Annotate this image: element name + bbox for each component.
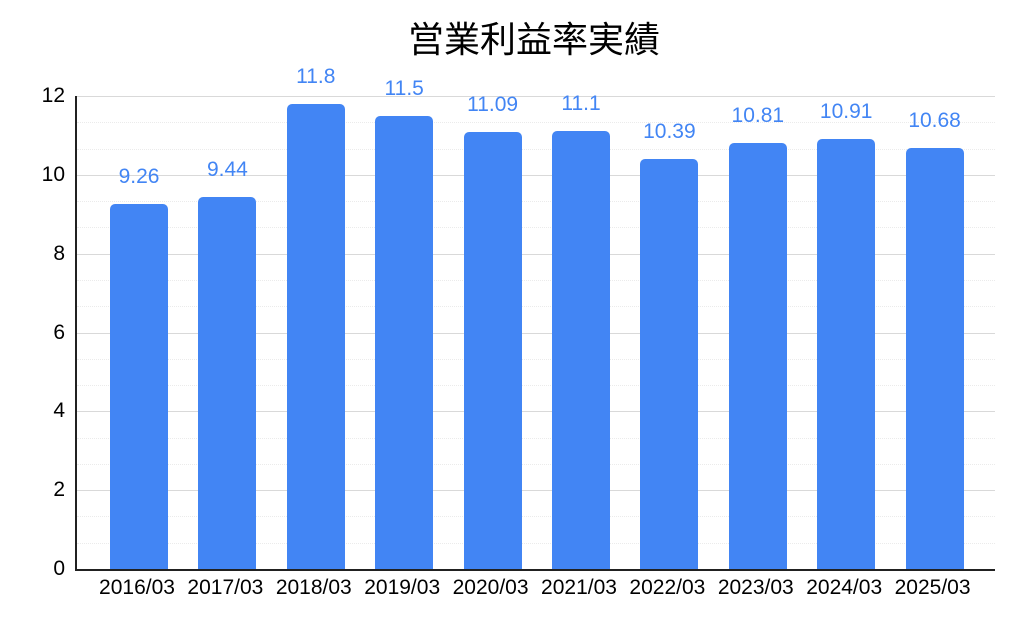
bar-value-label: 9.26 bbox=[118, 165, 160, 188]
y-axis-tick-label: 0 bbox=[53, 557, 65, 580]
x-axis-tick-label: 2018/03 bbox=[275, 576, 352, 599]
x-axis-tick-label: 2016/03 bbox=[99, 576, 175, 599]
minor-gridline bbox=[77, 463, 995, 465]
bar-2021-03 bbox=[552, 131, 610, 569]
major-gridline bbox=[77, 174, 995, 176]
bar-2020-03 bbox=[463, 131, 522, 569]
bar-value-label: 11.5 bbox=[384, 76, 424, 100]
minor-gridline bbox=[77, 516, 995, 518]
bar-2018-03 bbox=[286, 103, 345, 569]
minor-gridline bbox=[77, 122, 995, 124]
x-axis-tick-label: 2017/03 bbox=[187, 576, 264, 599]
bar-2023-03 bbox=[728, 142, 787, 569]
y-axis-tick-label: 12 bbox=[41, 84, 65, 107]
x-axis-tick-label: 2019/03 bbox=[364, 576, 441, 599]
bar-value-label: 9.44 bbox=[206, 157, 248, 181]
minor-gridline bbox=[77, 306, 995, 308]
x-axis-tick-label: 2020/03 bbox=[452, 576, 529, 599]
x-axis-tick-label: 2021/03 bbox=[541, 576, 617, 599]
bar-2016-03 bbox=[110, 204, 168, 569]
y-axis-tick-label: 2 bbox=[53, 478, 65, 502]
major-gridline bbox=[77, 411, 995, 413]
bar-value-label: 11.8 bbox=[296, 64, 336, 88]
major-gridline bbox=[77, 490, 995, 492]
minor-gridline bbox=[77, 148, 995, 150]
x-axis-tick-label: 2025/03 bbox=[894, 576, 971, 599]
x-axis-tick-label: 2024/03 bbox=[806, 576, 883, 599]
bar-value-label: 10.81 bbox=[731, 103, 785, 127]
minor-gridline bbox=[77, 201, 995, 203]
minor-gridline bbox=[77, 542, 995, 544]
x-axis-tick-label: 2023/03 bbox=[717, 576, 794, 599]
minor-gridline bbox=[77, 279, 995, 281]
major-gridline bbox=[77, 332, 995, 334]
major-gridline bbox=[77, 253, 995, 255]
bar-value-label: 10.91 bbox=[819, 99, 873, 123]
bar-value-label: 10.39 bbox=[643, 120, 696, 144]
y-axis-tick-label: 10 bbox=[41, 162, 65, 186]
bar-2025-03 bbox=[905, 148, 964, 569]
minor-gridline bbox=[77, 437, 995, 439]
plot-area: 9.26 9.44 11.8 11.5 11.09 11.1 10.39 10.81 10.91… bbox=[75, 65, 995, 571]
bar-2017-03 bbox=[198, 196, 257, 569]
minor-gridline bbox=[77, 358, 995, 360]
bar-value-label: 10.68 bbox=[908, 109, 961, 133]
minor-gridline bbox=[77, 385, 995, 387]
chart-title: 営業利益率実績 bbox=[407, 19, 660, 60]
bar-2022-03 bbox=[640, 159, 699, 569]
bar-2019-03 bbox=[375, 115, 434, 569]
bar-value-label: 11.1 bbox=[561, 92, 601, 116]
x-axis-tick-label: 2022/03 bbox=[629, 576, 706, 599]
y-axis-tick-label: 8 bbox=[53, 241, 65, 265]
y-axis-tick-label: 4 bbox=[53, 399, 65, 423]
y-axis-tick-label: 6 bbox=[53, 320, 65, 344]
bar-2024-03 bbox=[817, 138, 876, 569]
major-gridline bbox=[77, 96, 995, 97]
minor-gridline bbox=[77, 227, 995, 229]
bar-value-label: 11.09 bbox=[467, 92, 519, 116]
